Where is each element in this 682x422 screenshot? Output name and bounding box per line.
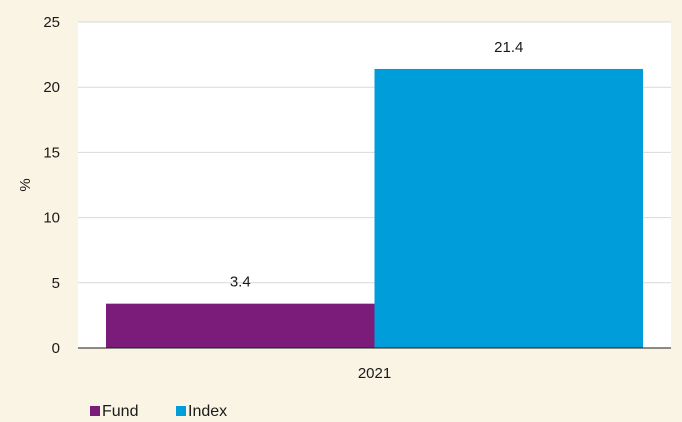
x-axis-ticks: 2021 <box>358 365 391 382</box>
y-axis-title: % <box>17 178 34 191</box>
y-tick-label: 20 <box>43 79 60 96</box>
y-tick-label: 0 <box>52 340 60 357</box>
x-tick-label: 2021 <box>358 365 391 382</box>
bar-index <box>374 68 643 348</box>
legend-label-index: Index <box>188 403 227 420</box>
y-axis-ticks: 0 5 10 15 20 25 <box>43 14 60 357</box>
data-label-index: 21.4 <box>494 39 523 56</box>
bar-fund <box>106 303 375 348</box>
y-tick-label: 10 <box>43 210 60 227</box>
legend-swatch-fund <box>90 406 100 416</box>
bars: 3.4 21.4 <box>106 39 643 348</box>
legend-swatch-index <box>176 406 186 416</box>
legend-label-fund: Fund <box>102 403 138 420</box>
y-tick-label: 25 <box>43 14 60 31</box>
y-tick-label: 15 <box>43 144 60 161</box>
y-tick-label: 5 <box>52 275 60 292</box>
legend: Fund Index <box>90 403 227 420</box>
data-label-fund: 3.4 <box>230 274 251 291</box>
